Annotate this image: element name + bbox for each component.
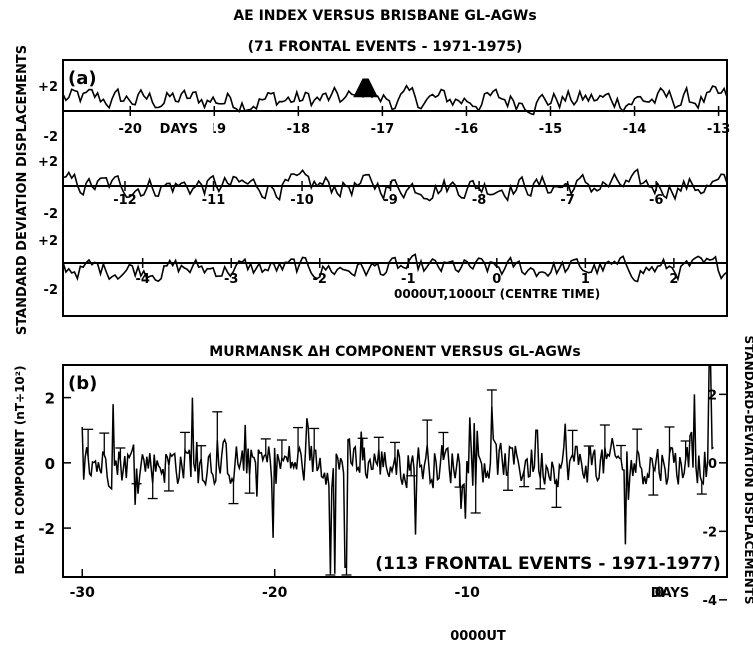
panel-b-frame bbox=[62, 364, 728, 578]
panel-b-title: MURMANSK ΔH COMPONENT VERSUS GL-AGWs bbox=[209, 344, 580, 360]
panel-b-annotation-bg bbox=[382, 550, 714, 576]
panel-a-highlight-peak bbox=[353, 78, 378, 98]
panel-a-xtick-label: -2 bbox=[313, 272, 327, 287]
panel-b-xtick-label: -20 bbox=[262, 585, 288, 601]
panel-a-series-row3 bbox=[62, 253, 728, 283]
panel-a-xtick-label: -14 bbox=[623, 122, 647, 137]
panel-a-centre-label: 0000UT,1000LT (CENTRE TIME) bbox=[394, 287, 600, 301]
panel-a-xtick-label: -13 bbox=[707, 122, 731, 137]
panel-a-xtick-label: 1 bbox=[581, 272, 590, 287]
panel-a-xtick-label: -20 bbox=[118, 122, 142, 137]
panel-a-ytick-plus2: +2 bbox=[38, 234, 58, 249]
panel-a-series-row1 bbox=[62, 84, 728, 116]
panel-b-y2tick-label: 0 bbox=[708, 457, 717, 472]
panel-a-centre-label-bg bbox=[392, 285, 642, 301]
panel-a-frame bbox=[62, 59, 728, 317]
panel-a-xtick-label: -17 bbox=[371, 122, 395, 137]
panel-b-ylabel: DELTA H COMPONENT (nT÷10²) bbox=[13, 365, 27, 574]
panel-b-xlabel: 0000UT bbox=[450, 629, 506, 644]
panel-a-ytick-minus2: -2 bbox=[44, 207, 58, 222]
panel-b-xtick-label: 0 bbox=[655, 585, 665, 601]
panel-a-xtick-label: -8 bbox=[472, 193, 486, 208]
panel-b-ytick-label: 2 bbox=[45, 390, 55, 408]
panel-b-y2tick-label: -4 bbox=[703, 594, 717, 609]
panel-a-xtick-label: -9 bbox=[383, 193, 397, 208]
panel-a-ytick-plus2: +2 bbox=[38, 80, 58, 95]
panel-b-xtick-label: -10 bbox=[455, 585, 481, 601]
panel-b-days-label: DAYS bbox=[651, 586, 689, 601]
panel-a-xtick-label: -11 bbox=[202, 193, 226, 208]
panel-b-y2tick-label: -2 bbox=[703, 525, 717, 540]
panel-b-y2label: STANDARD-DEVIATION DISPLACEMENTS bbox=[742, 335, 753, 604]
panel-a-ytick-plus2: +2 bbox=[38, 155, 58, 170]
panel-a-xtick-label: -1 bbox=[401, 272, 415, 287]
panel-a-xtick-label: -10 bbox=[290, 193, 314, 208]
panel-a-xtick-label: -15 bbox=[539, 122, 563, 137]
panel-a-xtick-label: 0 bbox=[492, 272, 501, 287]
panel-a-ylabel: STANDARD DEVIATION DISPLACEMENTS bbox=[15, 45, 30, 335]
panel-a-xtick-label: -18 bbox=[287, 122, 311, 137]
panel-a-xtick-label: 2 bbox=[669, 272, 678, 287]
panel-b-annotation: (113 FRONTAL EVENTS - 1971-1977) bbox=[375, 554, 721, 574]
panel-a-xtick-label: -6 bbox=[649, 193, 663, 208]
chart-marks: +2-2-20 -19 -18 -17 -16 -15 -14 -13DAYS+2-2-12-… bbox=[38, 78, 731, 609]
panel-a-xtick-label: -3 bbox=[224, 272, 238, 287]
panel-a-label: (a) bbox=[68, 68, 97, 89]
panel-a-days-label-bg bbox=[155, 120, 214, 136]
panel-b-ytick-label: -2 bbox=[38, 520, 55, 538]
panel-a-ytick-minus2: -2 bbox=[44, 130, 58, 145]
panel-b-series bbox=[81, 364, 714, 574]
panel-a-series-row2 bbox=[62, 168, 728, 203]
panel-a-title: AE INDEX VERSUS BRISBANE GL-AGWs bbox=[233, 8, 536, 24]
panel-a-xtick-label: -7 bbox=[560, 193, 574, 208]
panel-a-xtick-label: -16 bbox=[455, 122, 479, 137]
panel-b-label: (b) bbox=[68, 373, 97, 394]
panel-a-days-label: DAYS bbox=[160, 122, 198, 137]
panel-a-ytick-minus2: -2 bbox=[44, 283, 58, 298]
panel-a-subtitle: (71 FRONTAL EVENTS - 1971-1975) bbox=[248, 39, 523, 55]
panel-b-y2tick-label: 2 bbox=[708, 388, 717, 403]
panel-b-ytick-label: 0 bbox=[45, 455, 55, 473]
panel-b-xtick-label: -30 bbox=[70, 585, 96, 601]
